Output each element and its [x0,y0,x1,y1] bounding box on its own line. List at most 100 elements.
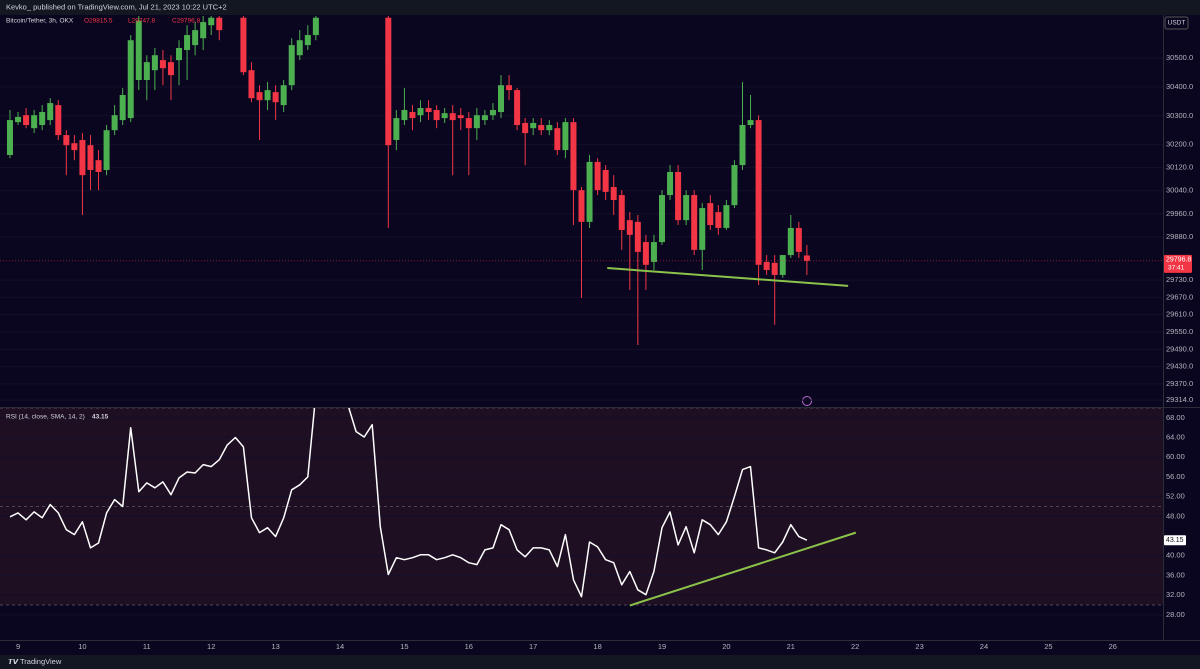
candle-body [208,17,215,26]
candle-body [119,95,126,121]
candle-body [779,255,786,275]
y-tick-label: 29370.0 [1166,379,1193,388]
candle-body [699,208,706,250]
candle-body [594,161,601,191]
y-tick-label: 40.00 [1166,551,1185,560]
y-tick-label: 30300.0 [1166,111,1193,120]
candle-body [650,242,657,262]
last-price-label: 29796.8 [1166,257,1191,264]
candle-body [747,120,754,125]
candle-body [707,203,714,226]
candle-body [489,110,496,116]
last-price-box [1164,254,1192,273]
candle-body [409,112,416,119]
candle-body [803,255,810,261]
candle-body [755,120,762,265]
candle-body [562,122,569,151]
candle-body [715,212,722,228]
y-tick-label: 48.00 [1166,511,1185,520]
legend-title: Bitcoin/Tether, 3h, OKX [6,18,74,25]
candle-body [522,122,529,134]
price-pane [0,16,1163,401]
candle-body [667,171,674,196]
candle-body [385,17,392,146]
y-tick-label: 60.00 [1166,452,1185,461]
y-tick-label: 36.00 [1166,570,1185,579]
candle-body [111,115,118,131]
candle-body [457,115,464,119]
x-tick-label: 17 [529,642,537,651]
footer-bar [0,655,1200,669]
candle-body [47,103,54,121]
brand: TradingView [20,657,62,666]
candle-body [240,17,247,73]
x-tick-label: 16 [465,642,473,651]
candle-body [473,115,480,129]
candle-body [530,122,537,129]
countdown: 37:41 [1168,265,1185,272]
candle-body [167,62,174,76]
candle-body [71,143,78,151]
candle-body [602,169,609,192]
candle-body [683,195,690,221]
candle-body [787,227,794,256]
currency[interactable]: USDT [1168,20,1186,27]
candle-body [151,55,158,71]
y-tick-label: 29610.0 [1166,310,1193,319]
candle-body [642,242,649,265]
y-tick-label: 32.00 [1166,590,1185,599]
candle-body [433,110,440,121]
y-tick-label: 28.00 [1166,610,1185,619]
currency-box[interactable] [1164,16,1189,30]
x-tick-label: 19 [658,642,666,651]
candle-body [79,139,86,176]
candle-body [296,40,303,56]
y-tick-label: 30500.0 [1166,53,1193,62]
x-tick-label: 10 [78,642,86,651]
x-tick-label: 22 [851,642,859,651]
candle-body [39,112,46,125]
candle-body [6,120,13,155]
y-tick-label: 29490.0 [1166,344,1193,353]
candle-body [658,195,665,243]
x-tick-label: 9 [16,642,20,651]
candle-body [264,90,271,101]
candle-body [200,22,207,39]
candle-body [401,110,408,121]
candle-body [626,220,633,235]
y-tick-label: 30400.0 [1166,82,1193,91]
y-tick-label: 29314.0 [1166,395,1193,404]
candle-body [481,115,488,121]
rsi-pane [0,408,1163,616]
y-tick-label: 29730.0 [1166,275,1193,284]
y-tick-label: 30040.0 [1166,186,1193,195]
event-icon[interactable] [802,396,812,406]
candle-body [417,107,424,116]
candle-body [31,115,38,129]
candle-body [506,85,513,91]
y-tick-label: 68.00 [1166,413,1185,422]
y-tick-label: 29550.0 [1166,327,1193,336]
candle-body [288,45,295,86]
candle-body [449,113,456,121]
rsi-line [9,408,808,598]
candle-body [538,124,545,131]
candle-body [675,171,682,221]
publisher: Kevko_ published on TradingView.com, Jul… [6,2,227,11]
y-tick-label: 64.00 [1166,433,1185,442]
candle-body [256,92,263,101]
y-tick-label: 56.00 [1166,472,1185,481]
candle-body [176,48,183,61]
x-tick-label: 15 [400,642,408,651]
x-tick-label: 21 [787,642,795,651]
candle-body [127,40,134,119]
y-tick-label: 29880.0 [1166,232,1193,241]
candle-body [393,118,400,140]
candle-body [87,145,94,170]
candle-body [578,190,585,222]
candle-body [304,35,311,46]
rsi-title: RSI (14, close, SMA, 14, 2) [6,414,85,421]
rsi-legend-value: 43.15 [92,414,109,421]
